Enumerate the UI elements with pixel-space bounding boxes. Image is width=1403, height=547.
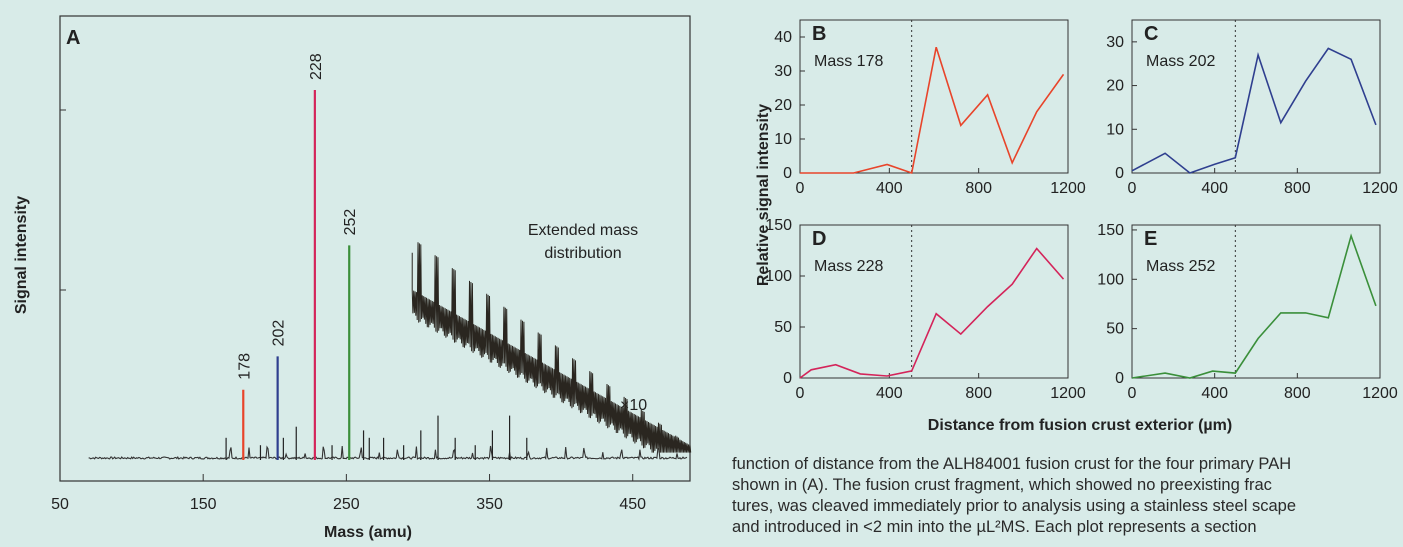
y-tick-label: 100 [1097, 271, 1124, 288]
x-tick-label: 250 [333, 496, 360, 513]
peak-label-252: 252 [342, 209, 359, 236]
x-tick-label: 400 [1201, 180, 1228, 197]
x-tick-label: 800 [965, 180, 992, 197]
y-tick-label: 0 [783, 165, 792, 182]
x-tick-label: 0 [796, 385, 805, 402]
panel-a-letter: A [66, 27, 80, 49]
x-tick-label: 50 [51, 496, 69, 513]
panel-frame [1131, 224, 1381, 379]
x-tick-label: 450 [619, 496, 646, 513]
y-tick-label: 0 [1115, 370, 1124, 387]
series-line [800, 46, 1065, 175]
y-tick-label: 10 [1106, 121, 1124, 138]
y-tick-label: 10 [774, 131, 792, 148]
y-tick-label: 0 [783, 370, 792, 387]
panel-a-frame [59, 15, 691, 482]
panel-mass-label: Mass 252 [1146, 258, 1215, 275]
x-tick-label: 350 [476, 496, 503, 513]
x-tick-label: 1200 [1362, 385, 1398, 402]
extended-distribution-trace [411, 242, 692, 453]
x-tick-label: 800 [1284, 180, 1311, 197]
caption-line: function of distance from the ALH84001 f… [732, 455, 1292, 473]
y-tick-label: 50 [1106, 321, 1124, 338]
caption-line: and introduced in <2 min into the µL²MS.… [732, 518, 1257, 536]
x-tick-label: 400 [1201, 385, 1228, 402]
panel-mass-label: Mass 228 [814, 258, 883, 275]
series-line [799, 247, 1065, 379]
panel-frame [799, 19, 1069, 174]
extended-label-line1: Extended mass [528, 222, 638, 239]
y-tick-label: 150 [765, 217, 792, 234]
y-tick-label: 0 [1115, 165, 1124, 182]
panel-letter: E [1144, 228, 1157, 250]
x-tick-label: 0 [796, 180, 805, 197]
panel-c: 0 10 20 30 0 400 800 1200 C Mass 202 [1106, 19, 1398, 197]
panel-a-ylabel: Signal intensity [13, 196, 30, 314]
series-line [1131, 233, 1377, 379]
peak-label-228: 228 [308, 53, 325, 80]
panel-letter: C [1144, 23, 1158, 45]
panel-a-xlabel: Mass (amu) [324, 524, 412, 541]
extended-label-line2: distribution [544, 245, 621, 262]
x-tick-label: 800 [965, 385, 992, 402]
caption-line: shown in (A). The fusion crust fragment,… [732, 476, 1272, 494]
panel-a-plot: 50 150 250 350 450 178 202 228 252 [51, 53, 692, 513]
panel-frame [1131, 19, 1381, 174]
y-tick-label: 40 [774, 29, 792, 46]
panel-letter: D [812, 228, 826, 250]
x-tick-label: 800 [1284, 385, 1311, 402]
y-tick-label: 20 [774, 97, 792, 114]
y-tick-label: 30 [1106, 34, 1124, 51]
baseline-trace [88, 445, 688, 461]
shared-xlabel: Distance from fusion crust exterior (µm) [928, 417, 1232, 434]
peak-label-178: 178 [236, 353, 253, 380]
panel-mass-label: Mass 178 [814, 53, 883, 70]
shared-ylabel: Relative signal intensity [755, 104, 772, 286]
x-tick-label: 0 [1128, 385, 1137, 402]
panel-e: 0 50 100 150 0 400 800 1200 E Mass 252 [1097, 222, 1398, 402]
caption-line: tures, was cleaved immediately prior to … [732, 497, 1297, 515]
figure-caption: function of distance from the ALH84001 f… [732, 454, 1403, 538]
x-tick-label: 1200 [1050, 385, 1086, 402]
x-tick-label: 1200 [1362, 180, 1398, 197]
panel-mass-label: Mass 202 [1146, 53, 1215, 70]
series-line [1131, 47, 1377, 174]
panel-d: 0 50 100 150 0 400 800 1200 D Mass 228 [765, 217, 1086, 402]
y-tick-label: 30 [774, 63, 792, 80]
peak-label-202: 202 [271, 320, 288, 347]
x-tick-label: 150 [190, 496, 217, 513]
x-tick-label: 1200 [1050, 180, 1086, 197]
y-tick-label: 50 [774, 319, 792, 336]
y-tick-label: 100 [765, 268, 792, 285]
x-tick-label: 400 [876, 385, 903, 402]
y-tick-label: 20 [1106, 78, 1124, 95]
panel-letter: B [812, 23, 826, 45]
panel-frame [799, 224, 1069, 379]
y-tick-label: 150 [1097, 222, 1124, 239]
x-tick-label: 400 [876, 180, 903, 197]
x-tick-label: 0 [1128, 180, 1137, 197]
